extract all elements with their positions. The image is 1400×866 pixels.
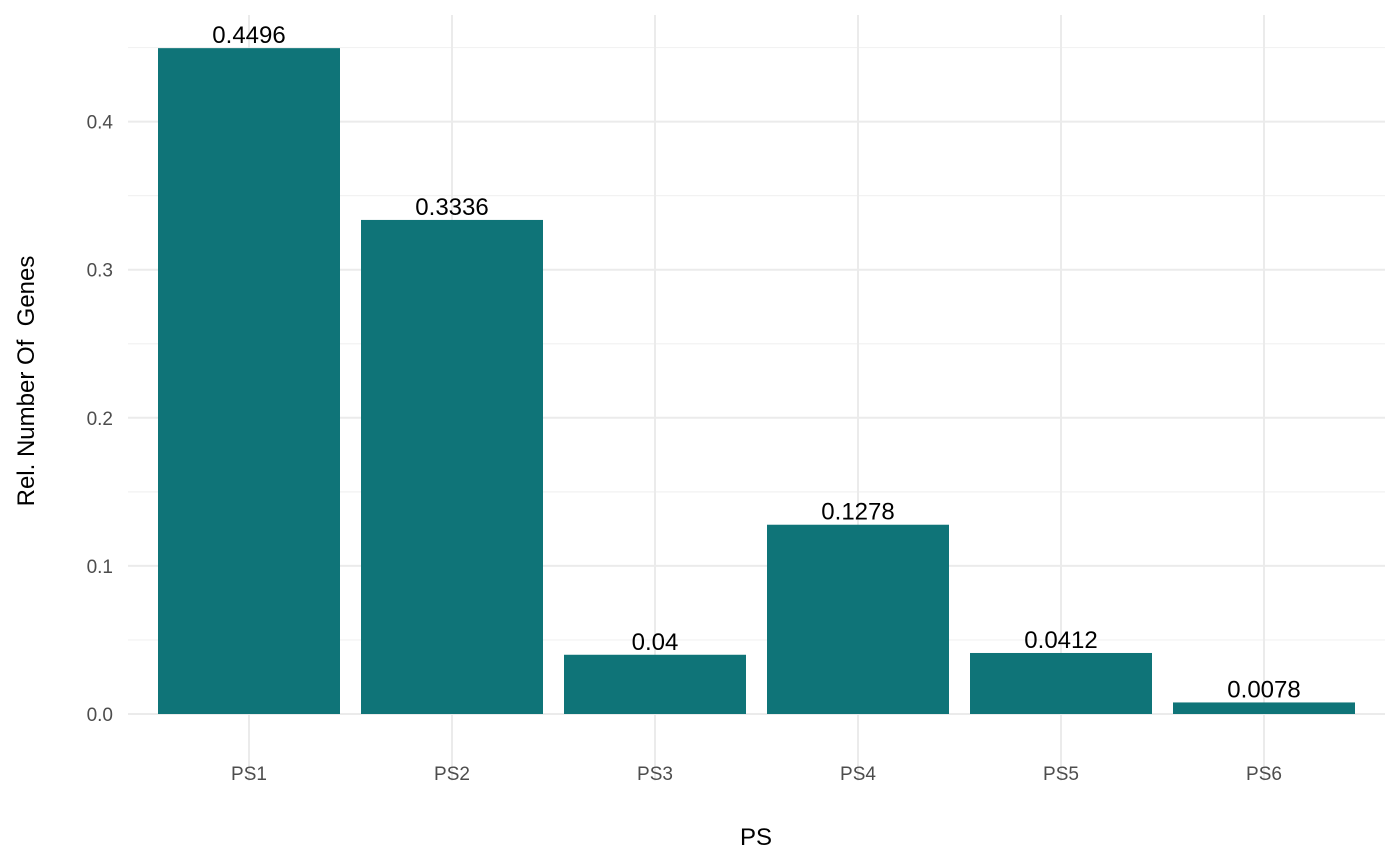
bar-ps3 <box>564 654 746 714</box>
x-tick-label: PS6 <box>1246 764 1282 785</box>
y-tick-label: 0.2 <box>87 409 113 430</box>
data-label-ps3: 0.04 <box>632 629 679 656</box>
x-axis-ticks: PS1 PS2 PS3 PS4 PS5 PS6 <box>231 764 1282 785</box>
data-label-ps2: 0.3336 <box>415 194 488 221</box>
x-tick-label: PS4 <box>840 764 876 785</box>
x-axis-title: PS <box>740 824 772 851</box>
y-tick-label: 0.0 <box>87 705 113 726</box>
x-tick-label: PS3 <box>637 764 673 785</box>
bar-ps5 <box>970 652 1152 714</box>
bars <box>158 48 1355 715</box>
data-label-ps1: 0.4496 <box>212 22 285 49</box>
data-label-ps6: 0.0078 <box>1227 676 1300 703</box>
y-axis-ticks: 0.0 0.1 0.2 0.3 0.4 <box>87 113 114 726</box>
bar-ps2 <box>361 219 543 714</box>
bar-ps6 <box>1173 702 1355 714</box>
bar-ps4 <box>767 524 949 714</box>
data-label-ps5: 0.0412 <box>1024 627 1097 654</box>
y-tick-label: 0.1 <box>87 557 113 578</box>
y-tick-label: 0.4 <box>87 113 114 134</box>
data-label-ps4: 0.1278 <box>821 499 894 526</box>
x-tick-label: PS1 <box>231 764 267 785</box>
x-tick-label: PS2 <box>434 764 470 785</box>
data-labels: 0.4496 0.3336 0.04 0.1278 0.0412 0.0078 <box>212 22 1300 703</box>
bar-ps1 <box>158 48 340 715</box>
y-axis-title: Rel. Number Of Genes <box>13 256 40 507</box>
x-tick-label: PS5 <box>1043 764 1079 785</box>
y-tick-label: 0.3 <box>87 261 113 282</box>
